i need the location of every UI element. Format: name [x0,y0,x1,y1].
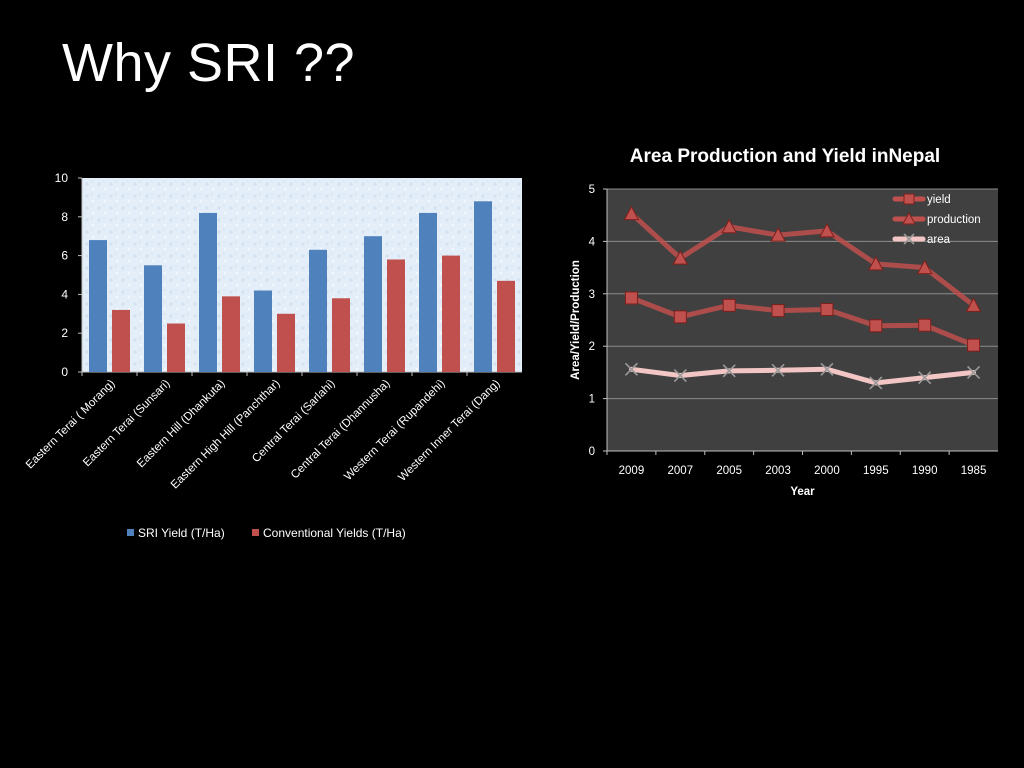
slide-title: Why SRI ?? [62,33,356,93]
production-point [721,218,738,234]
sri-yield-bar [144,265,162,372]
x-tick-label: 2007 [668,465,694,477]
conventional-yield-bar [112,309,130,372]
area-point [722,364,736,378]
x-tick-label: 1990 [912,465,938,477]
line-chart: Area Production and Yield inNepal 0 1 2 3 4 5 2… [570,146,998,498]
x-tick-label: 2000 [814,465,840,477]
production-point [672,250,689,265]
x-tick-label: Western Inner Terai (Dang) [396,378,502,484]
yield-line [628,295,977,348]
legend-swatch [127,529,134,536]
yield-point [771,304,785,318]
conventional-yield-bar [497,280,515,372]
conventional-yield-bar [277,313,295,372]
production-point [916,259,933,275]
area-point [673,368,687,383]
area-point [918,371,932,385]
y-tick-label: 3 [589,289,595,301]
x-tick-label: Western Terai (Rupandehi) [342,378,447,483]
legend-label: production [927,214,981,226]
conventional-yield-bar [167,323,185,372]
sri-yield-bar [419,212,437,372]
legend-label: area [927,234,951,246]
chart-title: Area Production and Yield inNepal [630,146,940,167]
x-tick-label: 2009 [619,465,645,477]
yield-point [722,298,736,312]
x-tick-label: Eastern Terai ( Morang) [24,378,118,472]
production-point [819,222,835,238]
x-tick-label: 2005 [716,465,742,477]
sri-yield-bar [364,236,382,372]
legend-label: SRI Yield (T/Ha) [138,526,225,540]
plot-area [607,189,998,451]
area-line [628,366,977,386]
sri-yield-bar [254,290,272,372]
legend-label: yield [927,194,951,206]
y-tick-label: 2 [589,341,595,353]
production-point [867,255,884,271]
x-tick-label: Eastern High Hill (Panchthar) [169,378,283,492]
y-tick-label: 0 [61,365,68,379]
legend-swatch [252,529,259,536]
y-tick-label: 5 [589,184,595,196]
y-tick-label: 2 [61,326,68,340]
y-tick-label: 4 [589,236,596,248]
conventional-yield-bar [442,255,460,372]
area-point [820,362,834,376]
production-line [628,211,977,308]
conventional-yield-bar [222,296,240,372]
sri-yield-bar [199,212,217,372]
y-axis-title: Area/Yield/Production [570,260,582,380]
y-tick-label: 6 [61,249,68,263]
y-tick-label: 1 [589,394,595,406]
sri-yield-bar [89,240,107,372]
legend-label: Conventional Yields (T/Ha) [263,526,406,540]
yield-point [918,318,932,332]
x-axis-title: Year [790,486,815,498]
y-tick-label: 0 [589,446,595,458]
area-point [966,365,981,379]
x-tick-label: 1995 [863,465,889,477]
yield-point [869,319,883,333]
area-point [624,362,639,376]
conventional-yield-bar [387,259,405,372]
x-tick-label: Central Terai (Dhannusha) [289,378,393,482]
production-point [623,205,640,221]
legend-marker [903,193,915,205]
sri-yield-bar [474,201,492,372]
area-point [869,376,883,390]
legend-marker [902,211,916,225]
area-point [771,363,785,377]
conventional-yield-bar [332,298,350,372]
legend-marker [903,233,915,245]
y-tick-label: 10 [55,171,69,185]
production-point [965,297,982,312]
y-tick-label: 4 [61,287,68,301]
sri-yield-bar [309,249,327,372]
y-tick-label: 8 [61,210,68,224]
x-tick-label: 2003 [765,465,791,477]
yield-point [820,303,834,317]
yield-point [673,310,687,324]
production-point [770,227,786,242]
x-tick-label: 1985 [961,465,987,477]
yield-point [967,338,981,352]
yield-point [624,291,638,305]
